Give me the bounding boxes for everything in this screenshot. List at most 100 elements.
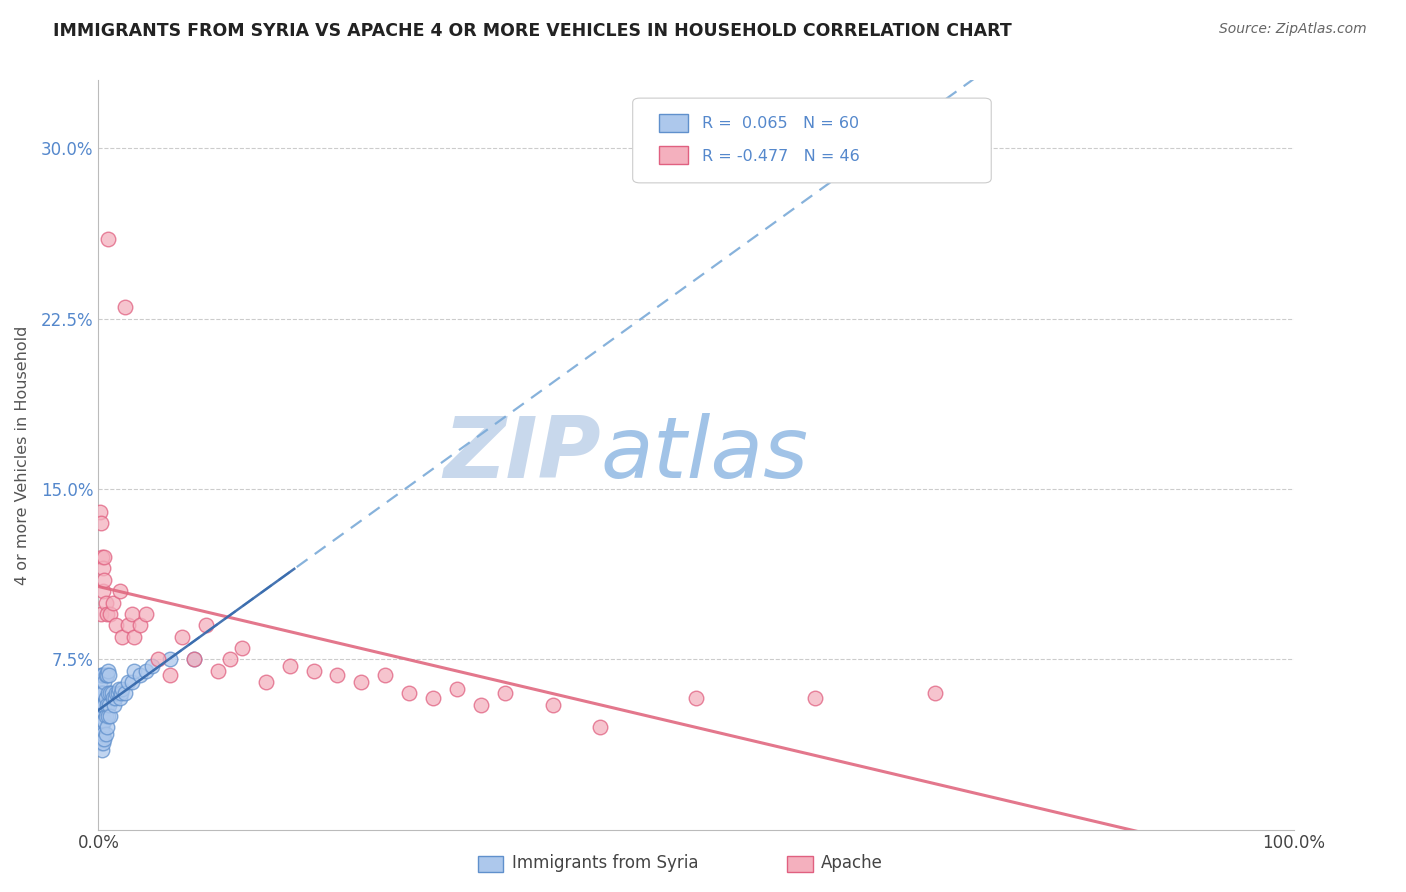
Text: Source: ZipAtlas.com: Source: ZipAtlas.com [1219, 22, 1367, 37]
Point [97, 709, 120, 723]
Point [148, 652, 170, 666]
Point [93, 714, 115, 728]
Point [105, 618, 128, 632]
Point [96, 698, 118, 712]
Point [117, 675, 139, 690]
Point [541, 698, 564, 712]
Point [494, 686, 516, 700]
Point [90, 686, 112, 700]
Point [103, 698, 125, 712]
Point [93, 731, 115, 746]
Point [231, 640, 253, 655]
Point [98, 607, 122, 621]
Text: atlas: atlas [600, 413, 808, 497]
Point [91, 709, 114, 723]
Point [398, 686, 420, 700]
Point [105, 686, 128, 700]
Point [183, 652, 205, 666]
Point [107, 681, 129, 696]
Point [129, 668, 152, 682]
Point [91, 736, 114, 750]
Point [90, 709, 112, 723]
Point [101, 595, 124, 609]
Point [470, 698, 492, 712]
Point [93, 675, 115, 690]
Point [96, 668, 118, 682]
Point [141, 659, 163, 673]
Point [108, 690, 131, 705]
Point [91, 743, 114, 757]
Point [135, 607, 157, 621]
Point [90, 668, 112, 682]
Point [89, 686, 111, 700]
Point [93, 550, 115, 565]
Point [91, 714, 114, 728]
Point [91, 731, 114, 746]
Point [114, 686, 136, 700]
Point [91, 668, 114, 682]
Point [91, 720, 114, 734]
Point [326, 668, 349, 682]
Point [96, 720, 118, 734]
Point [219, 652, 242, 666]
Text: ZIP: ZIP [443, 413, 600, 497]
Point [374, 668, 396, 682]
Text: IMMIGRANTS FROM SYRIA VS APACHE 4 OR MORE VEHICLES IN HOUSEHOLD CORRELATION CHAR: IMMIGRANTS FROM SYRIA VS APACHE 4 OR MOR… [53, 22, 1012, 40]
Y-axis label: 4 or more Vehicles in Household: 4 or more Vehicles in Household [15, 326, 30, 584]
Point [107, 686, 129, 700]
Point [101, 690, 124, 705]
Point [124, 664, 146, 678]
Point [97, 664, 120, 678]
Point [111, 630, 134, 644]
Point [91, 727, 114, 741]
Point [94, 727, 117, 741]
Point [89, 675, 111, 690]
Point [100, 686, 122, 700]
Point [114, 301, 136, 315]
Point [94, 690, 117, 705]
Point [302, 664, 325, 678]
Point [94, 595, 117, 609]
Point [422, 690, 444, 705]
Point [110, 686, 132, 700]
Point [93, 573, 115, 587]
Point [104, 690, 127, 705]
Point [159, 652, 181, 666]
Point [94, 668, 117, 682]
Point [111, 681, 134, 696]
Text: R =  0.065   N = 60: R = 0.065 N = 60 [702, 117, 859, 131]
Point [91, 584, 114, 599]
Point [91, 686, 114, 700]
Text: Immigrants from Syria: Immigrants from Syria [512, 855, 699, 872]
Point [135, 664, 157, 678]
Point [91, 550, 114, 565]
Point [98, 698, 121, 712]
Point [446, 681, 468, 696]
Text: Apache: Apache [821, 855, 883, 872]
Point [93, 698, 115, 712]
Point [924, 686, 946, 700]
Point [98, 668, 121, 682]
Text: R = -0.477   N = 46: R = -0.477 N = 46 [702, 149, 859, 163]
Point [129, 618, 152, 632]
Point [94, 709, 117, 723]
Point [121, 675, 143, 690]
Point [90, 516, 112, 530]
Point [90, 607, 112, 621]
Point [91, 561, 114, 575]
Point [91, 698, 114, 712]
Point [91, 698, 114, 712]
Point [254, 675, 277, 690]
Point [91, 668, 114, 682]
Point [96, 607, 118, 621]
Point [89, 709, 111, 723]
Point [589, 720, 612, 734]
Point [97, 232, 120, 246]
Point [89, 698, 111, 712]
Point [195, 618, 218, 632]
Point [90, 736, 112, 750]
Point [183, 652, 205, 666]
Point [278, 659, 301, 673]
Point [89, 505, 111, 519]
Point [90, 727, 112, 741]
